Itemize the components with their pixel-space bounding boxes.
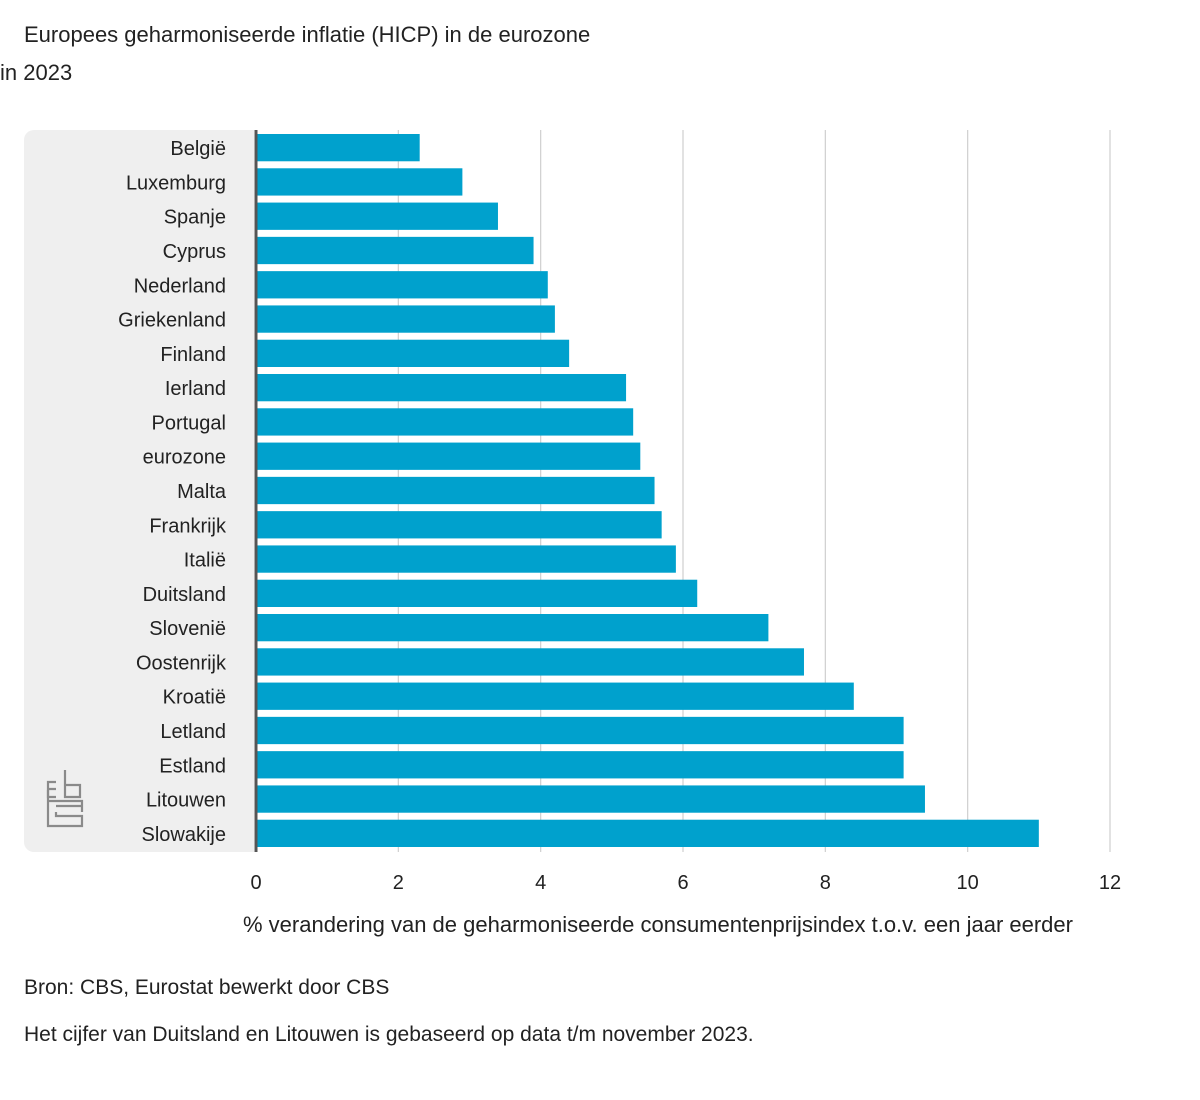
bar	[256, 134, 420, 162]
bar	[256, 716, 904, 745]
label-panel	[24, 130, 264, 852]
bar	[256, 442, 641, 470]
bar	[256, 374, 627, 402]
category-label: Griekenland	[118, 310, 226, 332]
x-tick-label: 4	[535, 872, 546, 894]
category-label: Slowakije	[142, 824, 226, 846]
category-label: Nederland	[134, 275, 226, 297]
category-label: Cyprus	[163, 241, 226, 263]
bar	[256, 271, 548, 299]
chart-subtitle: in 2023	[0, 60, 73, 85]
category-label: België	[170, 138, 226, 160]
category-label: Italië	[184, 550, 226, 572]
bar	[256, 579, 698, 607]
bar	[256, 511, 662, 539]
source-note: Bron: CBS, Eurostat bewerkt door CBS	[24, 976, 390, 999]
bar	[256, 476, 655, 505]
x-tick-label: 2	[393, 872, 404, 894]
category-label: Frankrijk	[149, 515, 227, 537]
x-tick-label: 6	[677, 872, 688, 894]
bar	[256, 785, 925, 813]
category-label: Kroatië	[163, 687, 226, 709]
category-label: Malta	[177, 481, 227, 503]
category-label: Oostenrijk	[136, 652, 227, 674]
cbs-logo	[46, 770, 84, 828]
x-tick-label: 12	[1099, 872, 1121, 894]
category-label: Ierland	[165, 378, 226, 400]
bar	[256, 305, 555, 333]
bar	[256, 408, 634, 436]
bar	[256, 819, 1039, 847]
bar	[256, 648, 804, 676]
bar	[256, 168, 463, 196]
category-label: Litouwen	[146, 790, 226, 812]
bar	[256, 339, 570, 367]
bar	[256, 545, 676, 573]
category-label: Portugal	[152, 412, 227, 434]
x-tick-label: 0	[250, 872, 261, 894]
bar	[256, 202, 498, 230]
footnote: Het cijfer van Duitsland en Litouwen is …	[24, 1023, 754, 1046]
x-axis-label: % verandering van de geharmoniseerde con…	[243, 912, 1073, 937]
bar	[256, 236, 534, 265]
x-tick-label: 10	[957, 872, 979, 894]
category-label: Finland	[160, 344, 226, 366]
category-label: Letland	[160, 721, 226, 743]
category-label: eurozone	[143, 447, 226, 469]
x-tick-label: 8	[820, 872, 831, 894]
bar	[256, 614, 769, 642]
category-label: Luxemburg	[126, 172, 226, 194]
chart-title: Europees geharmoniseerde inflatie (HICP)…	[24, 22, 591, 47]
category-label: Duitsland	[143, 584, 226, 606]
bar	[256, 751, 904, 779]
category-label: Estland	[159, 755, 226, 777]
bar	[256, 682, 854, 710]
category-label: Spanje	[164, 207, 226, 229]
category-label: Slovenië	[149, 618, 226, 640]
